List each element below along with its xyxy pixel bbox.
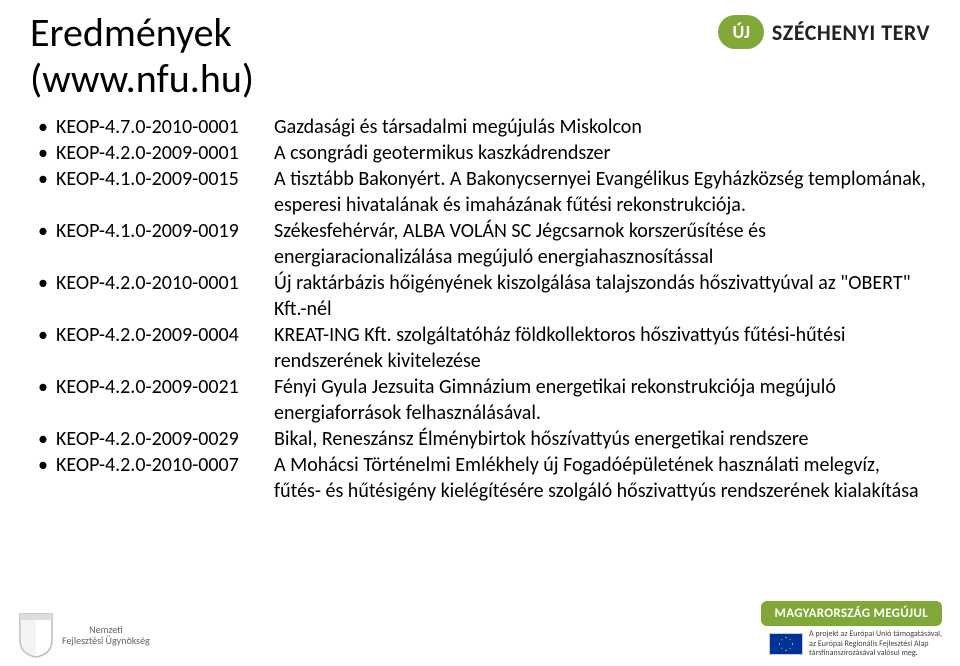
title-line1: Eredmények <box>30 8 232 57</box>
footer-right: MAGYARORSZÁG MEGÚJUL A projekt az Európa… <box>761 601 942 658</box>
list-item: •KEOP-4.2.0-2009-0021Fényi Gyula Jezsuit… <box>38 374 930 426</box>
bullet-icon: • <box>38 140 56 166</box>
results-list: •KEOP-4.7.0-2010-0001Gazdasági és társad… <box>30 114 930 504</box>
page-title: Eredmények (www.nfu.hu) <box>30 10 254 102</box>
project-desc: KREAT-ING Kft. szolgáltatóház földkollek… <box>274 322 930 374</box>
szechenyi-logo: ÚJ SZÉCHENYI TERV <box>718 15 930 49</box>
eu-line3: társfinanszírozásával valósul meg. <box>809 649 942 658</box>
project-desc: Bikal, Reneszánsz Élménybirtok hőszívatt… <box>274 426 930 452</box>
project-desc: Székesfehérvár, ALBA VOLÁN SC Jégcsarnok… <box>274 218 930 270</box>
nfu-line2: Fejlesztési Ügynökség <box>62 635 150 646</box>
title-line2: (www.nfu.hu) <box>30 54 254 103</box>
footer: Nemzeti Fejlesztési Ügynökség MAGYARORSZ… <box>0 598 960 666</box>
project-code: KEOP-4.2.0-2009-0021 <box>56 374 274 400</box>
project-desc: Gazdasági és társadalmi megújulás Miskol… <box>274 114 930 140</box>
project-code: KEOP-4.2.0-2009-0001 <box>56 140 274 166</box>
coat-of-arms-icon <box>18 612 54 658</box>
eu-funding-text: A projekt az Európai Unió támogatásával,… <box>809 630 942 658</box>
list-item: •KEOP-4.1.0-2009-0019Székesfehérvár, ALB… <box>38 218 930 270</box>
list-item: •KEOP-4.1.0-2009-0015A tisztább Bakonyér… <box>38 166 930 218</box>
list-item: •KEOP-4.2.0-2009-0004KREAT-ING Kft. szol… <box>38 322 930 374</box>
project-desc: Fényi Gyula Jezsuita Gimnázium energetik… <box>274 374 930 426</box>
eu-block: MAGYARORSZÁG MEGÚJUL A projekt az Európa… <box>761 601 942 658</box>
bullet-icon: • <box>38 322 56 348</box>
project-code: KEOP-4.2.0-2009-0004 <box>56 322 274 348</box>
project-code: KEOP-4.2.0-2010-0001 <box>56 270 274 296</box>
project-code: KEOP-4.1.0-2009-0015 <box>56 166 274 192</box>
bullet-icon: • <box>38 218 56 244</box>
bullet-icon: • <box>38 426 56 452</box>
list-item: •KEOP-4.2.0-2009-0029Bikal, Reneszánsz É… <box>38 426 930 452</box>
project-code: KEOP-4.7.0-2010-0001 <box>56 114 274 140</box>
bullet-icon: • <box>38 374 56 400</box>
project-desc: Új raktárbázis hőigényének kiszolgálása … <box>274 270 930 322</box>
list-item: •KEOP-4.7.0-2010-0001Gazdasági és társad… <box>38 114 930 140</box>
list-item: •KEOP-4.2.0-2010-0001Új raktárbázis hőig… <box>38 270 930 322</box>
project-desc: A Mohácsi Történelmi Emlékhely új Fogadó… <box>274 452 930 504</box>
footer-left: Nemzeti Fejlesztési Ügynökség <box>18 612 150 658</box>
project-desc: A tisztább Bakonyért. A Bakonycsernyei E… <box>274 166 930 218</box>
megujul-badge: MAGYARORSZÁG MEGÚJUL <box>761 601 942 626</box>
project-code: KEOP-4.1.0-2009-0019 <box>56 218 274 244</box>
nfu-label: Nemzeti Fejlesztési Ügynökség <box>62 624 150 646</box>
header: Eredmények (www.nfu.hu) ÚJ SZÉCHENYI TER… <box>30 10 930 102</box>
slide-container: Eredmények (www.nfu.hu) ÚJ SZÉCHENYI TER… <box>0 0 960 666</box>
project-code: KEOP-4.2.0-2010-0007 <box>56 452 274 478</box>
uj-badge: ÚJ <box>718 15 763 49</box>
szechenyi-text: SZÉCHENYI TERV <box>772 19 930 46</box>
bullet-icon: • <box>38 270 56 296</box>
bullet-icon: • <box>38 114 56 140</box>
project-code: KEOP-4.2.0-2009-0029 <box>56 426 274 452</box>
project-desc: A csongrádi geotermikus kaszkádrendszer <box>274 140 930 166</box>
eu-flag-icon <box>769 633 803 655</box>
bullet-icon: • <box>38 166 56 192</box>
list-item: •KEOP-4.2.0-2009-0001A csongrádi geoterm… <box>38 140 930 166</box>
list-item: •KEOP-4.2.0-2010-0007A Mohácsi Történelm… <box>38 452 930 504</box>
bullet-icon: • <box>38 452 56 478</box>
